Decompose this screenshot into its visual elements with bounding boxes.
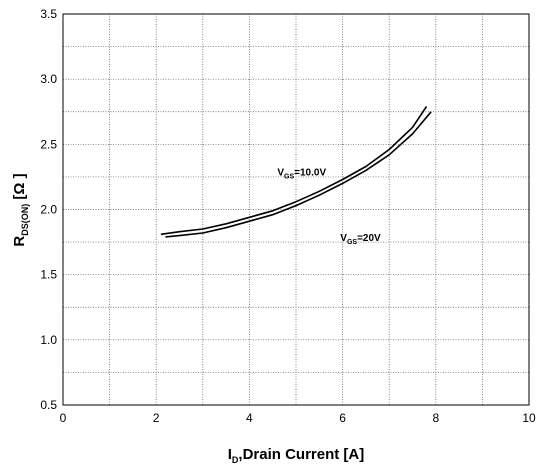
y-tick-label: 1.5 bbox=[40, 268, 57, 282]
x-axis-title-subscript: D bbox=[232, 455, 239, 465]
y-tick-label: 3.5 bbox=[40, 7, 57, 21]
x-tick-label: 8 bbox=[432, 411, 439, 425]
annotation-main: V bbox=[277, 168, 284, 179]
x-tick-label: 2 bbox=[153, 411, 160, 425]
x-axis-title-rest: ,Drain Current [A] bbox=[238, 446, 364, 463]
x-tick-label: 0 bbox=[60, 411, 67, 425]
annotation-subscript: GS bbox=[284, 174, 294, 181]
x-tick-label: 6 bbox=[339, 411, 346, 425]
tick-labels: 0 2 4 6 8 10 0.5 1.0 1.5 2.0 2.5 3.0 3.5 bbox=[40, 7, 536, 425]
annotation-main: V bbox=[340, 233, 347, 244]
x-axis-title: ID,Drain Current [A] bbox=[228, 446, 365, 465]
x-tick-label: 10 bbox=[522, 411, 536, 425]
series-annotation: VGS=10.0V bbox=[277, 168, 326, 181]
series-annotation: VGS=20V bbox=[340, 233, 381, 246]
grid bbox=[63, 14, 529, 405]
annotation-subscript: GS bbox=[347, 239, 357, 246]
annotation-rest: =10.0V bbox=[294, 168, 326, 179]
plot-frame bbox=[62, 13, 530, 406]
y-axis-title-rest: [Ω ] bbox=[11, 173, 28, 203]
series-line bbox=[160, 106, 428, 236]
series-layer bbox=[160, 106, 432, 238]
x-tick-label: 4 bbox=[246, 411, 253, 425]
y-tick-label: 3.0 bbox=[40, 72, 57, 86]
y-axis-title-main: R bbox=[11, 236, 28, 247]
series-line bbox=[165, 111, 432, 238]
y-axis-title-subscript: DS(ON) bbox=[20, 204, 30, 236]
y-tick-label: 2.5 bbox=[40, 137, 57, 151]
y-tick-label: 0.5 bbox=[40, 398, 57, 412]
y-axis-title: RDS(ON) [Ω ] bbox=[11, 173, 30, 246]
y-tick-label: 1.0 bbox=[40, 333, 57, 347]
x-axis-title-main: I bbox=[228, 446, 232, 463]
annotation-rest: =20V bbox=[357, 233, 381, 244]
y-tick-label: 2.0 bbox=[40, 203, 57, 217]
